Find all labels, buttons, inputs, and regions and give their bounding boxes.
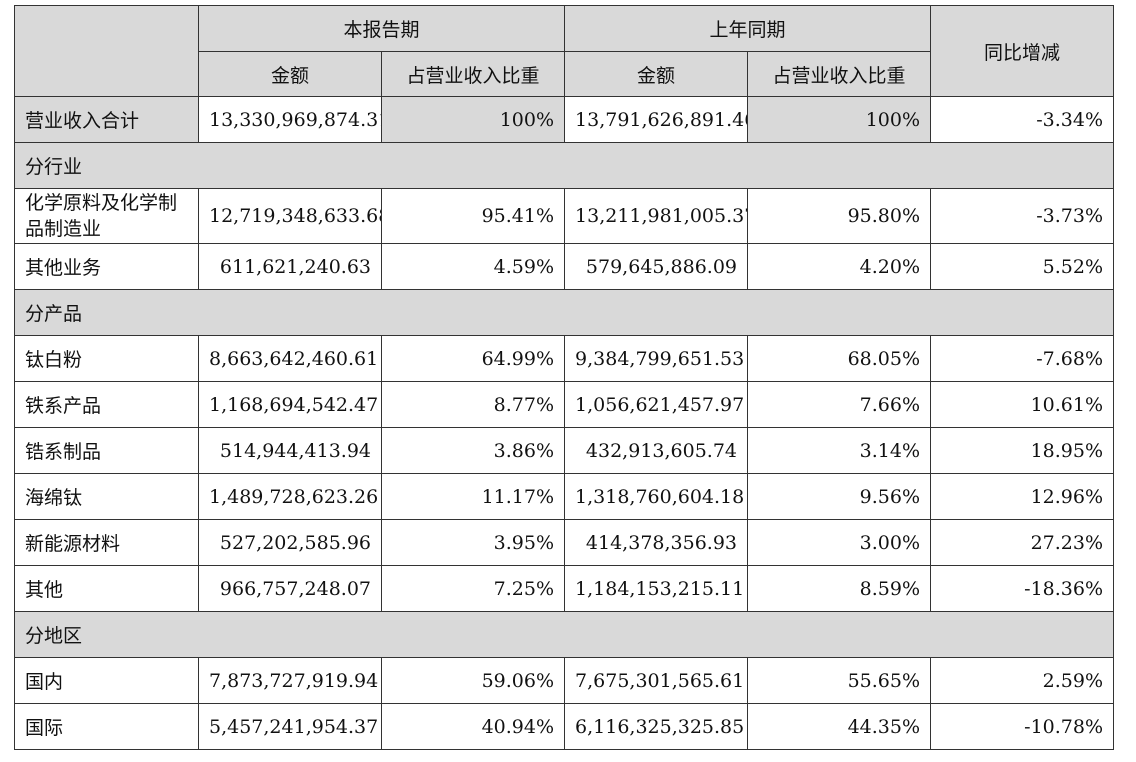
section-title: 分产品 [13, 289, 1115, 336]
section-header-row: 分地区 [13, 611, 1115, 658]
prior-share-cell: 3.14% [747, 427, 932, 474]
total-yoy: -3.34% [930, 96, 1115, 143]
current-share-header: 占营业收入比重 [380, 51, 566, 97]
current-share-cell: 8.77% [380, 381, 566, 428]
total-current-share: 100% [380, 96, 566, 143]
current-amount-header: 金额 [198, 51, 382, 97]
row-label: 国内 [14, 657, 199, 704]
total-row: 营业收入合计 13,330,969,874.31 100% 13,791,626… [14, 96, 1115, 143]
row-label: 新能源材料 [14, 519, 199, 566]
yoy-cell: -18.36% [930, 565, 1115, 612]
prior-amount-cell: 432,913,605.74 [564, 427, 749, 474]
current-amount-cell: 514,944,413.94 [198, 427, 382, 474]
prior-amount-header: 金额 [564, 51, 749, 97]
prior-share-cell: 44.35% [747, 703, 932, 750]
prior-amount-cell: 1,318,760,604.18 [564, 473, 749, 520]
yoy-cell: -10.78% [930, 703, 1115, 750]
table-row: 国际 5,457,241,954.37 40.94% 6,116,325,325.85… [14, 703, 1115, 750]
yoy-cell: 5.52% [930, 243, 1115, 290]
current-amount-cell: 966,757,248.07 [198, 565, 382, 612]
yoy-cell: 18.95% [930, 427, 1115, 474]
header-row-1: 本报告期 上年同期 同比增减 [14, 5, 1115, 97]
prior-period-header: 上年同期 [564, 5, 932, 52]
total-current-amount: 13,330,969,874.31 [198, 96, 382, 143]
prior-share-cell: 7.66% [747, 381, 932, 428]
corner-header-cell [14, 5, 199, 97]
yoy-cell: 10.61% [930, 381, 1115, 428]
prior-amount-cell: 414,378,356.93 [564, 519, 749, 566]
row-label: 国际 [14, 703, 199, 750]
prior-amount-cell: 9,384,799,651.53 [564, 335, 749, 382]
table-row: 锆系制品 514,944,413.94 3.86% 432,913,605.74 3.1… [14, 427, 1115, 474]
total-label: 营业收入合计 [14, 96, 199, 143]
prior-amount-cell: 6,116,325,325.85 [564, 703, 749, 750]
yoy-cell: -7.68% [930, 335, 1115, 382]
current-share-cell: 11.17% [380, 473, 566, 520]
prior-amount-cell: 13,211,981,005.37 [564, 188, 749, 244]
yoy-cell: -3.73% [930, 188, 1115, 244]
prior-amount-cell: 579,645,886.09 [564, 243, 749, 290]
current-amount-cell: 8,663,642,460.61 [198, 335, 382, 382]
current-amount-cell: 1,168,694,542.47 [198, 381, 382, 428]
row-label: 锆系制品 [14, 427, 199, 474]
row-label: 化学原料及化学制品制造业 [14, 188, 199, 244]
current-share-cell: 95.41% [380, 188, 566, 244]
row-label: 铁系产品 [14, 381, 199, 428]
section-header-row: 分行业 [13, 142, 1115, 189]
row-label: 海绵钛 [14, 473, 199, 520]
current-share-cell: 40.94% [380, 703, 566, 750]
current-period-header: 本报告期 [197, 5, 566, 52]
prior-amount-cell: 7,675,301,565.61 [564, 657, 749, 704]
prior-share-cell: 68.05% [747, 335, 932, 382]
prior-share-cell: 8.59% [747, 565, 932, 612]
current-amount-cell: 12,719,348,633.68 [198, 188, 382, 244]
current-share-cell: 7.25% [380, 565, 566, 612]
current-amount-cell: 611,621,240.63 [198, 243, 382, 290]
table-row: 其他业务 611,621,240.63 4.59% 579,645,886.09 4.2… [14, 243, 1115, 290]
current-amount-cell: 1,489,728,623.26 [198, 473, 382, 520]
table-row: 钛白粉 8,663,642,460.61 64.99% 9,384,799,651.5… [14, 335, 1115, 382]
revenue-breakdown-table: 本报告期 上年同期 同比增减 金额 占营业收入比重 金额 占营业收入比重 营业收… [13, 5, 1115, 750]
prior-share-cell: 4.20% [747, 243, 932, 290]
table-row: 铁系产品 1,168,694,542.47 8.77% 1,056,621,457.9… [14, 381, 1115, 428]
header-row-2: 金额 占营业收入比重 金额 占营业收入比重 [15, 51, 1114, 97]
section-title: 分地区 [13, 611, 1115, 658]
prior-amount-cell: 1,056,621,457.97 [564, 381, 749, 428]
prior-amount-cell: 1,184,153,215.11 [564, 565, 749, 612]
current-share-cell: 3.86% [380, 427, 566, 474]
table-row: 新能源材料 527,202,585.96 3.95% 414,378,356.93 3.… [14, 519, 1115, 566]
prior-share-cell: 9.56% [747, 473, 932, 520]
current-share-cell: 4.59% [380, 243, 566, 290]
current-amount-cell: 7,873,727,919.94 [198, 657, 382, 704]
current-share-cell: 64.99% [380, 335, 566, 382]
row-label: 其他业务 [14, 243, 199, 290]
section-header-row: 分产品 [13, 289, 1115, 336]
current-share-cell: 3.95% [380, 519, 566, 566]
prior-share-header: 占营业收入比重 [747, 51, 932, 97]
section-title: 分行业 [13, 142, 1115, 189]
row-label: 其他 [14, 565, 199, 612]
current-share-cell: 59.06% [380, 657, 566, 704]
total-prior-amount: 13,791,626,891.46 [564, 96, 749, 143]
prior-share-cell: 3.00% [747, 519, 932, 566]
yoy-cell: 2.59% [930, 657, 1115, 704]
current-amount-cell: 527,202,585.96 [198, 519, 382, 566]
yoy-change-header: 同比增减 [930, 5, 1115, 97]
yoy-cell: 27.23% [930, 519, 1115, 566]
table-row: 海绵钛 1,489,728,623.26 11.17% 1,318,760,604.1… [14, 473, 1115, 520]
table-row: 化学原料及化学制品制造业 12,719,348,633.68 95.41% 13,21… [14, 188, 1115, 244]
prior-share-cell: 95.80% [747, 188, 932, 244]
current-amount-cell: 5,457,241,954.37 [198, 703, 382, 750]
total-prior-share: 100% [747, 96, 932, 143]
table-row: 其他 966,757,248.07 7.25% 1,184,153,215.11 8.5… [14, 565, 1115, 612]
yoy-cell: 12.96% [930, 473, 1115, 520]
table-row: 国内 7,873,727,919.94 59.06% 7,675,301,565.61… [14, 657, 1115, 704]
row-label: 钛白粉 [14, 335, 199, 382]
prior-share-cell: 55.65% [747, 657, 932, 704]
